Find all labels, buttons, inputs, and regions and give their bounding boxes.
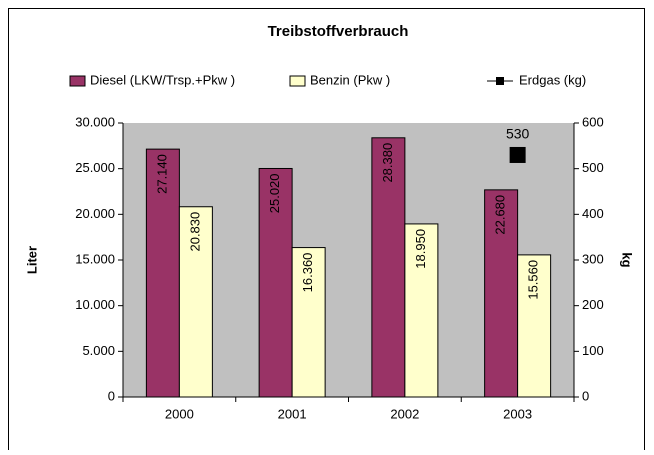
bar-value-label: 20.830 — [187, 212, 202, 252]
x-tick-label: 2000 — [165, 406, 194, 421]
bar — [517, 254, 552, 398]
y-tick-label: 0 — [108, 388, 115, 403]
y-tick-label: 20.000 — [75, 206, 115, 221]
bar-value-label: 16.360 — [300, 253, 315, 293]
legend-swatch — [69, 75, 86, 87]
x-tick-label: 2003 — [503, 406, 532, 421]
legend-label: Benzin (Pkw ) — [310, 72, 390, 87]
x-tick-label: 2002 — [390, 406, 419, 421]
chart-title: Treibstoffverbrauch — [268, 23, 409, 40]
bar-value-label: 15.560 — [526, 260, 541, 300]
bar — [291, 247, 326, 398]
bar-value-label: 25.020 — [267, 173, 282, 213]
legend-marker — [496, 77, 504, 85]
y-tick-label: 5.000 — [82, 343, 115, 358]
bar-value-label: 18.950 — [413, 229, 428, 269]
y-tick-label: 25.000 — [75, 160, 115, 175]
y-axis-label: Liter — [24, 246, 39, 274]
y-tick-label: 15.000 — [75, 251, 115, 266]
bar-value-label: 22.680 — [493, 195, 508, 235]
y-tick-label: 30.000 — [75, 114, 115, 129]
bar-value-label: 27.140 — [154, 154, 169, 194]
legend-label: Diesel (LKW/Trsp.+Pkw ) — [90, 72, 235, 87]
x-tick-label: 2001 — [278, 406, 307, 421]
y2-tick-label: 100 — [582, 343, 604, 358]
y2-axis-label: kg — [620, 252, 635, 267]
y2-tick-label: 600 — [582, 114, 604, 129]
bar — [404, 223, 439, 398]
y2-tick-label: 200 — [582, 297, 604, 312]
y2-tick-label: 400 — [582, 206, 604, 221]
legend-swatch — [289, 75, 306, 87]
y2-tick-label: 0 — [582, 388, 589, 403]
bar — [371, 137, 406, 398]
bar — [145, 148, 180, 398]
line-marker — [509, 146, 526, 163]
y-tick-label: 10.000 — [75, 297, 115, 312]
bar — [484, 189, 519, 398]
y2-tick-label: 300 — [582, 251, 604, 266]
y2-tick-label: 500 — [582, 160, 604, 175]
bar-value-label: 28.380 — [380, 143, 395, 183]
legend-label: Erdgas (kg) — [519, 72, 586, 87]
bar — [258, 167, 293, 398]
bar — [178, 206, 213, 398]
point-value-label: 530 — [506, 126, 530, 142]
